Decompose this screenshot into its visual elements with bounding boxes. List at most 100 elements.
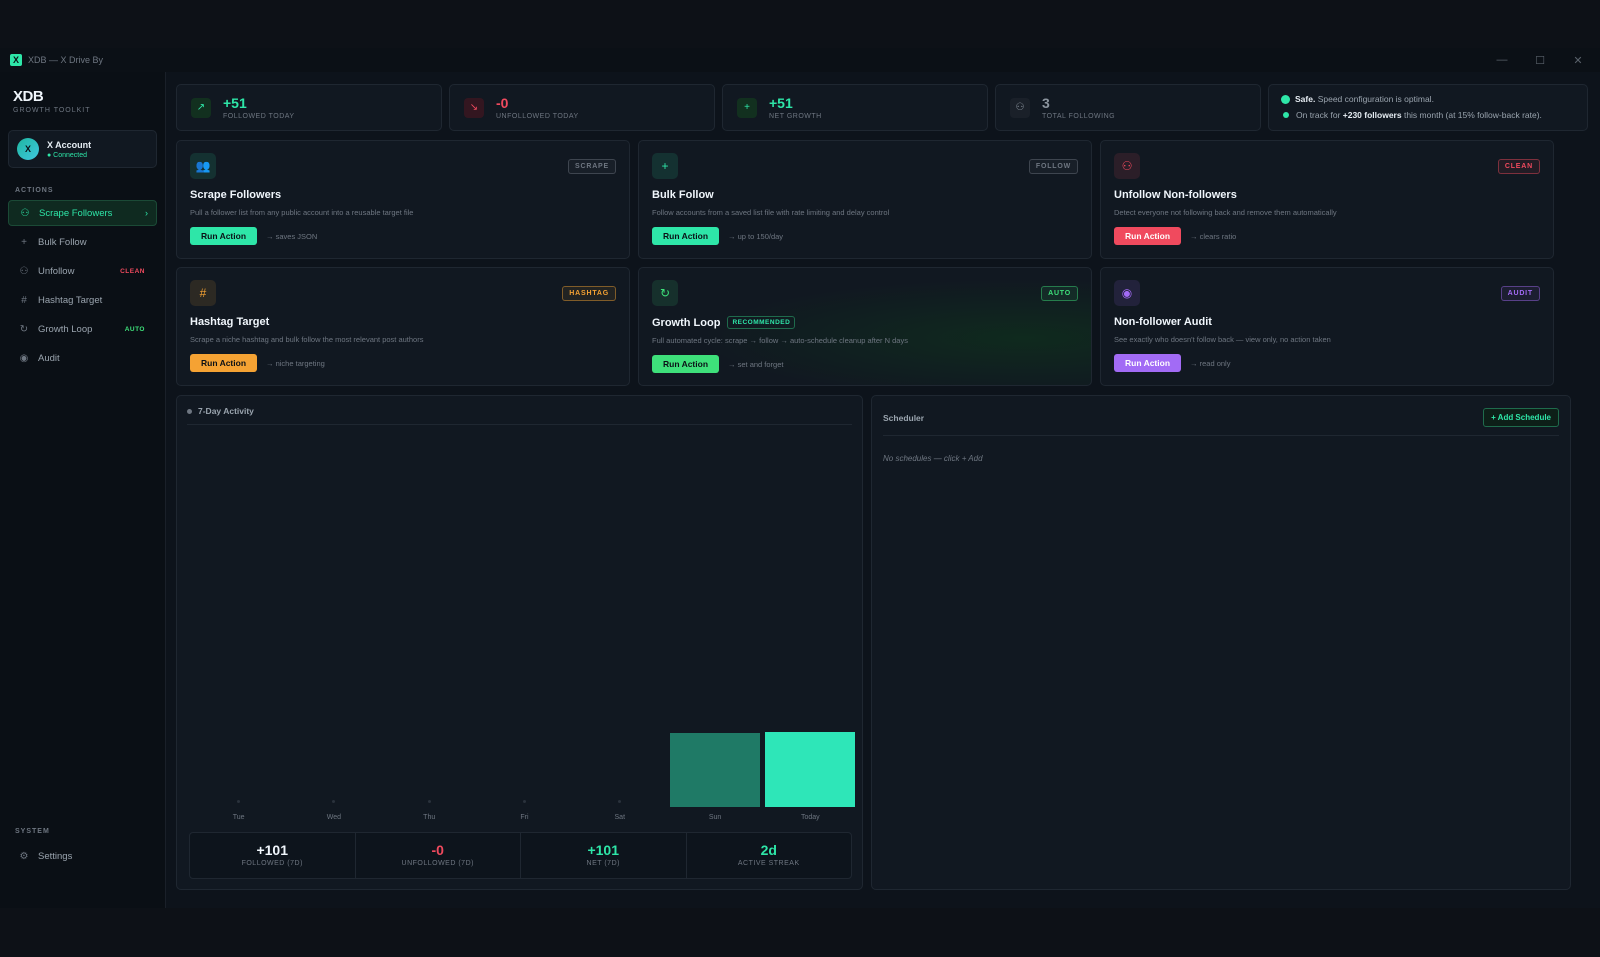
stat-value: +51	[223, 95, 247, 111]
sidebar-item-unfollow[interactable]: ⚇ Unfollow CLEAN	[8, 258, 157, 284]
divider	[883, 435, 1559, 436]
card-description: See exactly who doesn't follow back — vi…	[1114, 335, 1331, 344]
divider	[187, 424, 852, 425]
sidebar-item-settings[interactable]: ⚙ Settings	[8, 843, 157, 869]
run-action-button[interactable]: Run Action	[652, 227, 720, 245]
app-window: X XDB — X Drive By — ☐ ✕ XDB GROWTH TOOL…	[0, 48, 1600, 908]
app-logo-icon: X	[10, 54, 22, 66]
run-action-button[interactable]: Run Action	[190, 227, 258, 245]
actions-label: ACTIONS	[15, 187, 54, 194]
stat-value: 3	[1042, 95, 1050, 111]
stat-card: ↗ +51 FOLLOWED TODAY	[176, 84, 442, 131]
sidebar: XDB GROWTH TOOLKIT X X Account ● Connect…	[0, 72, 166, 908]
users-icon: 👥	[190, 153, 216, 179]
user-minus-icon: ⚇	[1114, 153, 1140, 179]
system-label: SYSTEM	[15, 828, 50, 835]
account-name: X Account	[47, 139, 92, 150]
add-schedule-button[interactable]: + Add Schedule	[1483, 408, 1559, 427]
stat-value: -0	[496, 95, 509, 111]
card-title: Unfollow Non-followers	[1114, 189, 1237, 201]
maximize-icon[interactable]: ☐	[1535, 54, 1545, 67]
chevron-right-icon: ›	[145, 208, 148, 218]
stat-value: +51	[769, 95, 793, 111]
chart-bar-empty	[523, 800, 526, 803]
card-growth-loop: ↻ AUTO Growth Loop RECOMMENDED Full autom…	[638, 267, 1092, 386]
activity-panel: 7-Day Activity Tue Wed Thu Fri Sat Sun Today +…	[176, 395, 863, 890]
stats-row: ↗ +51 FOLLOWED TODAY ↘ -0 UNFOLLOWED TODA…	[176, 84, 1588, 131]
stat-card: ↘ -0 UNFOLLOWED TODAY	[449, 84, 715, 131]
card-description: Pull a follower list from any public acc…	[190, 208, 414, 217]
run-action-button[interactable]: Run Action	[190, 354, 258, 372]
gear-icon: ⚙	[19, 850, 29, 862]
status-dot-icon	[1283, 112, 1289, 118]
minimize-icon[interactable]: —	[1496, 53, 1508, 66]
chart-bar-empty	[237, 800, 241, 803]
window-title: XDB — X Drive By	[28, 55, 104, 65]
card-title: Scrape Followers	[190, 189, 282, 201]
close-icon[interactable]: ✕	[1573, 54, 1583, 67]
refresh-icon: ↻	[19, 323, 29, 335]
summary-cell: +101 NET (7D)	[521, 833, 687, 878]
users-icon: ⚇	[20, 207, 30, 219]
sidebar-item-growth-loop[interactable]: ↻ Growth Loop AUTO	[8, 316, 157, 342]
account-status: ● Connected	[47, 151, 88, 159]
status-dot-icon	[1281, 94, 1290, 104]
card-note: → niche targeting	[266, 358, 325, 368]
summary-label: UNFOLLOWED (7D)	[401, 860, 474, 867]
card-description: Full automated cycle: scrape → follow → …	[652, 336, 908, 345]
chart-bar	[765, 732, 856, 807]
sidebar-item-bulk-follow[interactable]: + Bulk Follow	[8, 229, 157, 255]
user-minus-icon: ⚇	[19, 265, 29, 277]
avatar: X	[17, 138, 39, 160]
run-action-button[interactable]: Run Action	[652, 355, 720, 373]
card-scrape-followers: 👥 SCRAPE Scrape Followers Pull a followe…	[176, 140, 630, 259]
card-title: Hashtag Target	[190, 316, 270, 328]
sidebar-item-audit[interactable]: ◉ Audit	[8, 345, 157, 371]
account-card[interactable]: X X Account ● Connected	[8, 130, 157, 168]
status-panel: Safe. Speed configuration is optimal. On…	[1268, 84, 1588, 131]
status-line2-post: this month (at 15% follow-back rate).	[1401, 110, 1542, 120]
run-action-button[interactable]: Run Action	[1114, 227, 1182, 245]
chart-tick-label: Today	[801, 814, 820, 821]
chart-bar-empty	[618, 800, 622, 803]
brand-name: XDB	[13, 88, 44, 105]
sidebar-item-label: Audit	[38, 352, 60, 364]
stat-icon: ↗	[191, 97, 211, 118]
card-non-follower-audit: ◉ AUDIT Non-follower Audit See exactly w…	[1100, 267, 1554, 386]
card-description: Detect everyone not following back and r…	[1114, 208, 1337, 217]
summary-value: +101	[587, 842, 620, 858]
sidebar-item-hashtag-target[interactable]: # Hashtag Target	[8, 287, 157, 313]
activity-title: 7-Day Activity	[198, 406, 254, 416]
chart-tick-label: Tue	[232, 814, 245, 821]
activity-summary: +101 FOLLOWED (7D) -0 UNFOLLOWED (7D) +101…	[189, 832, 852, 879]
stat-icon: ↘	[464, 97, 484, 118]
plus-icon: +	[652, 153, 678, 179]
card-title: Non-follower Audit	[1114, 316, 1212, 328]
card-note: → set and forget	[728, 359, 784, 369]
run-action-button[interactable]: Run Action	[1114, 354, 1182, 372]
status-line2-bold: +230 followers	[1342, 110, 1402, 120]
summary-value: -0	[431, 842, 444, 858]
main-content: ↗ +51 FOLLOWED TODAY ↘ -0 UNFOLLOWED TODA…	[176, 84, 1588, 890]
stat-label: NET GROWTH	[769, 113, 822, 120]
summary-label: NET (7D)	[586, 860, 620, 867]
summary-value: +101	[256, 842, 289, 858]
stat-icon: +	[737, 97, 757, 118]
sidebar-item-label: Unfollow	[38, 265, 75, 277]
card-note: → saves JSON	[266, 231, 318, 241]
summary-cell: 2d ACTIVE STREAK	[687, 833, 852, 878]
sidebar-item-label: Scrape Followers	[39, 207, 113, 219]
sidebar-item-scrape-followers[interactable]: ⚇ Scrape Followers ›	[8, 200, 157, 226]
chart-bar-empty	[427, 800, 431, 803]
chart-tick-label: Sun	[708, 814, 722, 821]
chart-tick-label: Wed	[326, 814, 342, 821]
summary-label: FOLLOWED (7D)	[241, 860, 303, 867]
scheduler-empty: No schedules — click + Add	[883, 454, 983, 463]
plus-icon: +	[21, 236, 27, 248]
summary-value: 2d	[760, 842, 777, 858]
sidebar-item-label: Settings	[38, 850, 73, 862]
stat-icon: ⚇	[1010, 97, 1030, 118]
status-line1: Speed configuration is optimal.	[1315, 94, 1434, 104]
refresh-icon: ↻	[652, 280, 678, 306]
card-badge: AUDIT	[1500, 286, 1540, 301]
